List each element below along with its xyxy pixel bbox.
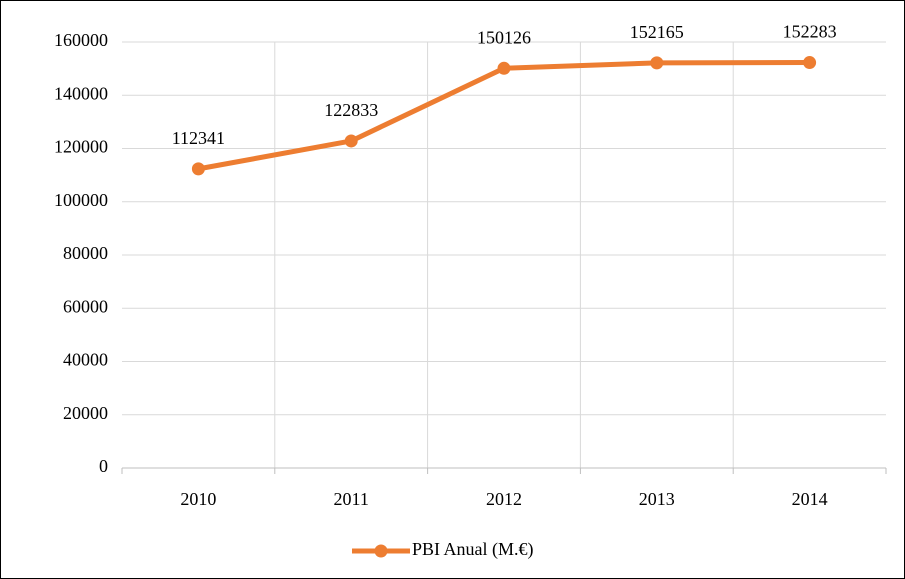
x-tick-label: 2010 — [180, 489, 216, 509]
y-tick-label: 40000 — [63, 350, 108, 370]
y-tick-label: 100000 — [54, 190, 108, 210]
data-label: 112341 — [172, 128, 225, 148]
y-tick-label: 20000 — [63, 403, 108, 423]
x-tick-label: 2013 — [639, 489, 675, 509]
y-tick-label: 160000 — [54, 30, 108, 50]
data-point — [803, 56, 817, 70]
y-tick-label: 0 — [99, 456, 108, 476]
data-label: 152165 — [630, 22, 684, 42]
marks — [191, 56, 817, 176]
y-tick-label: 120000 — [54, 137, 108, 157]
legend-marker — [374, 544, 388, 558]
data-label: 152283 — [783, 22, 837, 42]
x-tick-label: 2014 — [792, 489, 828, 509]
data-point — [497, 61, 511, 75]
data-label: 122833 — [324, 100, 378, 120]
y-tick-label: 60000 — [63, 296, 108, 316]
x-tick-label: 2012 — [486, 489, 522, 509]
x-tick-label: 2011 — [334, 489, 369, 509]
data-point — [191, 162, 205, 176]
data-point — [344, 134, 358, 148]
y-tick-label: 140000 — [54, 83, 108, 103]
y-tick-label: 80000 — [63, 243, 108, 263]
data-point — [650, 56, 664, 70]
data-label: 150126 — [477, 27, 531, 47]
grid — [121, 41, 887, 474]
legend-label: PBI Anual (M.€) — [412, 539, 534, 560]
